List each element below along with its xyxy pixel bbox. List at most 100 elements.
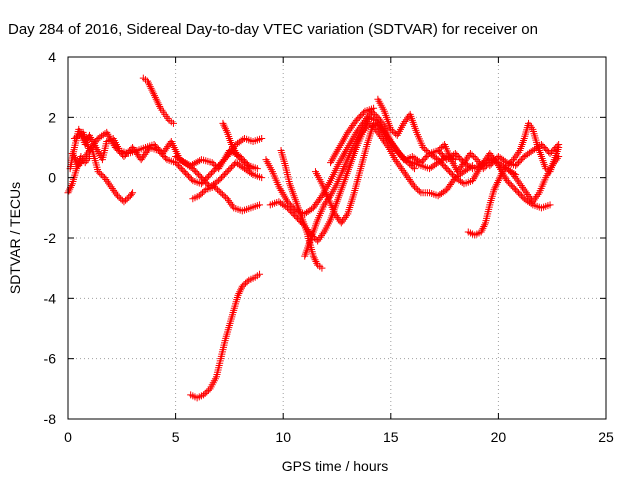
data-point [112, 190, 120, 198]
data-point [512, 186, 520, 194]
data-point [477, 161, 485, 169]
series-9 [187, 270, 264, 402]
data-point [487, 160, 495, 168]
data-point [468, 151, 476, 159]
data-point [399, 166, 407, 174]
data-point [477, 228, 485, 236]
data-point [405, 175, 413, 183]
data-point [222, 125, 230, 133]
data-point [197, 174, 205, 182]
data-point [404, 174, 412, 182]
data-point [116, 148, 124, 156]
data-point [215, 177, 223, 185]
data-point [421, 154, 429, 162]
data-point [289, 210, 297, 218]
data-point [517, 182, 525, 190]
data-point [238, 282, 246, 290]
data-point [157, 150, 165, 158]
data-point [401, 118, 409, 126]
x-tick-label: 25 [598, 429, 614, 445]
data-point [456, 154, 464, 162]
data-point [177, 165, 185, 173]
data-point [509, 171, 517, 179]
data-point [219, 157, 227, 165]
data-point [508, 169, 516, 177]
data-point [236, 288, 244, 296]
data-point [318, 232, 326, 240]
data-point [286, 207, 294, 215]
data-point [437, 159, 445, 167]
data-point [354, 115, 362, 123]
data-point [358, 110, 366, 118]
data-point [310, 254, 318, 262]
data-point [216, 160, 224, 168]
data-point [440, 153, 448, 161]
data-point [245, 163, 253, 171]
data-point [521, 187, 529, 195]
data-point [510, 184, 518, 192]
data-point [447, 169, 455, 177]
data-point [123, 150, 131, 158]
data-point [494, 178, 502, 186]
data-point [120, 153, 128, 161]
data-point [204, 386, 212, 394]
data-point [388, 142, 396, 150]
x-axis-label: GPS time / hours [282, 458, 389, 474]
data-point [196, 172, 204, 180]
data-point [549, 147, 557, 155]
data-point [222, 193, 230, 201]
data-point [144, 79, 152, 87]
data-point [519, 183, 527, 191]
data-point [235, 290, 243, 298]
data-point [475, 159, 483, 167]
data-point [498, 169, 506, 177]
data-point [489, 159, 497, 167]
data-point [197, 190, 205, 198]
data-point [382, 134, 390, 142]
data-point [555, 153, 563, 161]
data-point [549, 160, 557, 168]
data-point [228, 163, 236, 171]
data-points [64, 74, 563, 402]
data-point [410, 165, 418, 173]
data-point [415, 187, 423, 195]
data-point [114, 147, 122, 155]
data-point [455, 166, 463, 174]
data-point [454, 168, 462, 176]
data-point [507, 181, 515, 189]
data-point [97, 171, 105, 179]
data-point [103, 177, 111, 185]
data-point [481, 221, 489, 229]
y-tick-label: -6 [44, 351, 57, 367]
data-point [162, 154, 170, 162]
data-point [234, 153, 242, 161]
data-point [423, 153, 431, 161]
data-point [67, 182, 75, 190]
data-point [113, 145, 121, 153]
data-point [333, 213, 341, 221]
data-point [226, 165, 234, 173]
data-point [387, 125, 395, 133]
data-point [86, 153, 94, 161]
data-point [493, 180, 501, 188]
y-tick-label: -4 [44, 290, 57, 306]
data-point [152, 142, 160, 150]
data-point [513, 150, 521, 158]
data-point [113, 192, 121, 200]
x-tick-label: 10 [275, 429, 291, 445]
data-point [511, 172, 519, 180]
data-point [146, 83, 154, 91]
data-point [202, 178, 210, 186]
data-point [394, 159, 402, 167]
data-point [215, 162, 223, 170]
data-point [400, 154, 408, 162]
data-point [391, 145, 399, 153]
data-point [340, 215, 348, 223]
data-point [550, 145, 558, 153]
data-point [460, 159, 468, 167]
data-point [437, 150, 445, 158]
y-axis-label: SDTVAR / TECUs [7, 182, 23, 294]
data-point [210, 166, 218, 174]
data-point [312, 258, 320, 266]
data-point [436, 157, 444, 165]
